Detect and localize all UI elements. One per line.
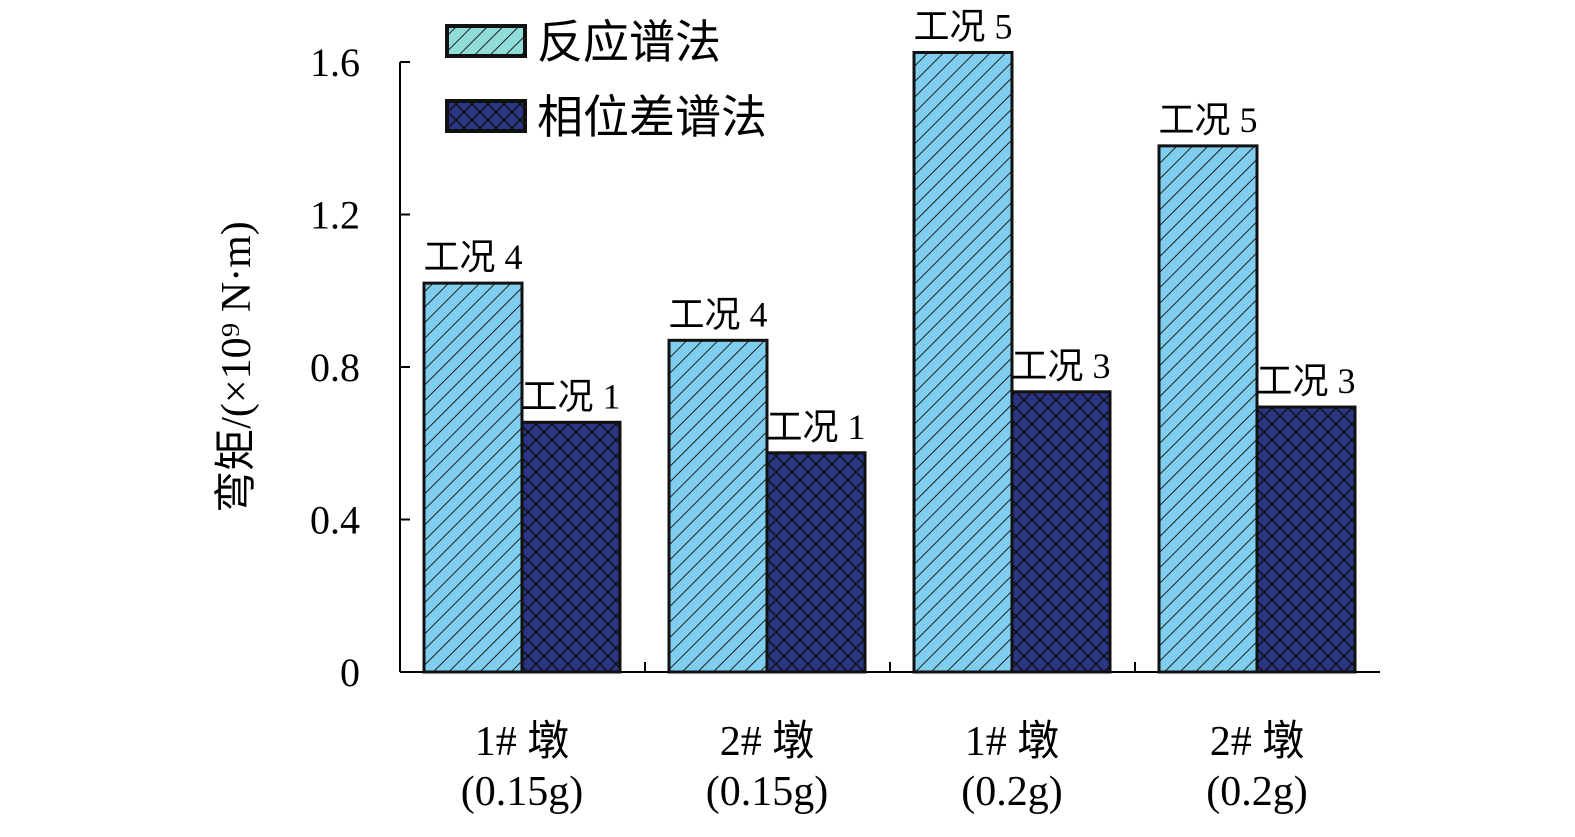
data-label: 工况 1 [521, 376, 620, 416]
x-tick-label: 1# 墩 [475, 719, 570, 765]
data-label: 工况 1 [766, 407, 865, 447]
bar-pattern [1157, 144, 1259, 674]
y-tick-label: 0.4 [310, 498, 360, 543]
data-label: 工况 4 [423, 237, 522, 277]
bar-pattern [667, 338, 769, 674]
y-tick-label: 1.2 [310, 193, 360, 238]
bar-pattern [520, 420, 622, 674]
y-tick-label: 0.8 [310, 345, 360, 390]
legend-swatch-pattern [445, 24, 527, 58]
bar-pattern [1010, 390, 1112, 674]
x-tick-label: 2# 墩 [720, 719, 815, 765]
legend-label: 相位差谱法 [537, 92, 767, 143]
bars: 工况 4 工况 1 工况 4 工况 1 工况 5 工况 3 工况 5 工况 3 [422, 6, 1357, 674]
data-label: 工况 5 [913, 6, 1012, 46]
data-label: 工况 5 [1158, 100, 1257, 140]
x-tick-label: 1# 墩 [965, 719, 1060, 765]
data-label: 工况 4 [668, 294, 767, 334]
data-label: 工况 3 [1011, 346, 1110, 386]
y-axis-label: 弯矩/(×10⁹ N·m) [213, 221, 260, 512]
bar-pattern [422, 281, 524, 674]
x-tick-label-sub: (0.2g) [1206, 769, 1307, 815]
bar-pattern [765, 451, 867, 674]
y-tick-label: 0 [340, 650, 360, 695]
x-tick-label-sub: (0.15g) [706, 769, 828, 815]
axes: 00.40.81.21.6弯矩/(×10⁹ N·m)1# 墩(0.15g)2# … [213, 40, 1380, 815]
legend-label: 反应谱法 [537, 17, 721, 68]
x-tick-label: 2# 墩 [1210, 719, 1305, 765]
x-tick-label-sub: (0.15g) [461, 769, 583, 815]
legend-swatch-pattern [445, 99, 527, 133]
bar-pattern [912, 50, 1014, 674]
bar-pattern [1255, 405, 1357, 674]
x-tick-label-sub: (0.2g) [961, 769, 1062, 815]
data-label: 工况 3 [1256, 361, 1355, 401]
y-tick-label: 1.6 [310, 40, 360, 85]
